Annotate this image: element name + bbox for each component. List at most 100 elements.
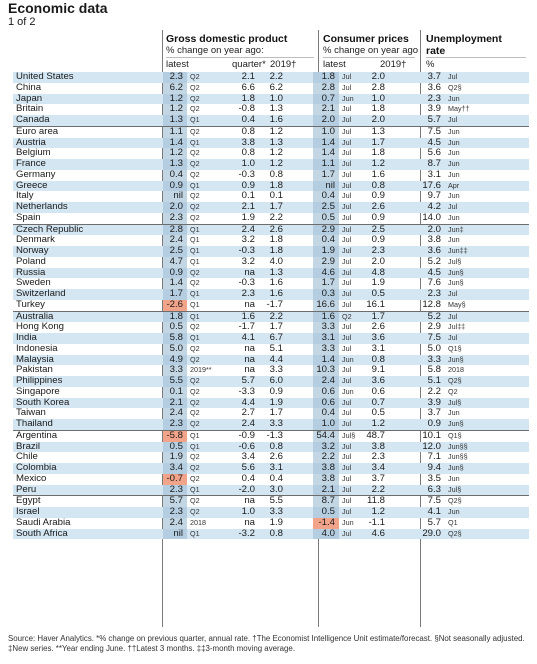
gdp-quarter: 2.1 bbox=[225, 72, 259, 83]
cpi-latest: 3.1 bbox=[313, 333, 339, 344]
cpi-forecast: 2.3 bbox=[365, 246, 389, 257]
country-name: Singapore bbox=[16, 386, 60, 397]
spacer bbox=[287, 354, 313, 366]
gdp-forecast: 1.7 bbox=[269, 322, 283, 333]
gdp-period: Q2 bbox=[190, 386, 200, 396]
cpi-period: Jul bbox=[339, 267, 365, 279]
gdp-quarter: 3.2 bbox=[241, 256, 255, 267]
spacer bbox=[389, 235, 415, 246]
unemployment-period: Jul§ bbox=[448, 256, 462, 266]
country-name: Hong Kong bbox=[16, 322, 65, 333]
unemployment-rate: 5.0 bbox=[427, 343, 441, 354]
unemployment-rate: 2.3 bbox=[415, 93, 445, 105]
cpi-period: Jul bbox=[342, 278, 352, 288]
cpi-forecast: 2.5 bbox=[365, 223, 389, 236]
spacer bbox=[287, 267, 313, 279]
unemployment-period: Jun§ bbox=[445, 419, 529, 431]
cpi-period: Jul bbox=[339, 397, 365, 409]
table-row: Sweden 1.4 Q2 -0.3 1.6 1.7 Jul 1.9 7.6 Jun§ bbox=[13, 278, 529, 289]
gdp-forecast: 1.6 bbox=[259, 289, 287, 300]
spacer bbox=[389, 223, 415, 236]
cpi-forecast: 0.5 bbox=[365, 289, 389, 300]
table-row: Denmark 2.4 Q1 3.2 1.8 0.4 Jul 0.9 3.8 Jun bbox=[13, 235, 529, 246]
unemployment-period: Q1 bbox=[448, 517, 458, 527]
unemployment-rate: 5.6 bbox=[427, 148, 441, 159]
gdp-quarter: -3.2 bbox=[225, 528, 259, 540]
gdp-forecast: 1.9 bbox=[269, 517, 283, 528]
gdp-quarter: na bbox=[244, 517, 255, 528]
cpi-forecast: 3.6 bbox=[365, 376, 389, 387]
gdp-forecast: 0.4 bbox=[269, 473, 283, 484]
gdp-quarter: -0.9 bbox=[225, 429, 259, 442]
spacer bbox=[287, 223, 313, 236]
gdp-forecast: 2.6 bbox=[259, 223, 287, 236]
gdp-period: Q2 bbox=[190, 148, 200, 158]
gdp-forecast: 3.1 bbox=[259, 463, 287, 474]
gdp-latest: 2.3 bbox=[163, 212, 187, 224]
spacer bbox=[389, 170, 415, 181]
gdp-period: Q2 bbox=[187, 159, 225, 170]
gdp-period: Q1 bbox=[187, 180, 225, 192]
country-name: Canada bbox=[13, 115, 163, 127]
table-row: Netherlands 2.0 Q2 2.1 1.7 2.5 Jul 2.6 4.2 Jul bbox=[13, 202, 529, 213]
gdp-forecast: 3.3 bbox=[269, 365, 283, 376]
gdp-period: Q2 bbox=[187, 397, 225, 409]
cpi-period: Jul bbox=[339, 137, 365, 149]
cpi-forecast: 0.7 bbox=[365, 397, 389, 409]
cpi-period: Jul bbox=[339, 484, 365, 496]
cpi-latest: 54.4 bbox=[313, 429, 339, 442]
gdp-forecast: 4.4 bbox=[259, 354, 287, 366]
gdp-latest: 1.4 bbox=[163, 137, 187, 149]
unemployment-rate: 3.9 bbox=[415, 397, 445, 409]
gdp-period: Q1 bbox=[190, 256, 200, 266]
gdp-forecast: 1.7 bbox=[259, 202, 287, 213]
unemployment-period: Jul bbox=[445, 72, 529, 83]
gdp-period: Q2 bbox=[187, 72, 225, 83]
unemployment-rate: 8.7 bbox=[415, 159, 445, 170]
cpi-period: Jul bbox=[342, 148, 352, 158]
unemployment-rate: 0.9 bbox=[415, 419, 445, 431]
gdp-period: Q1 bbox=[187, 115, 225, 127]
country-name: South Africa bbox=[13, 528, 163, 540]
gdp-period: Q2 bbox=[187, 463, 225, 474]
gdp-forecast: 0.8 bbox=[269, 169, 283, 180]
cpi-header: Consumer prices bbox=[323, 33, 409, 45]
unemployment-period: Jun bbox=[448, 408, 460, 418]
cpi-period: Jul bbox=[339, 507, 365, 518]
gdp-latest: 2.4 bbox=[163, 408, 187, 419]
table-row: Britain 1.2 Q2 -0.8 1.3 2.1 Jul 1.8 3.9 May†† bbox=[13, 104, 529, 115]
unemployment-rate: 3.6 bbox=[427, 82, 441, 93]
unemployment-header-rate: rate bbox=[426, 45, 446, 57]
gdp-latest: 2.0 bbox=[163, 202, 187, 213]
gdp-forecast: 1.8 bbox=[259, 246, 287, 257]
gdp-period: Q2 bbox=[187, 495, 225, 507]
spacer bbox=[389, 333, 415, 344]
unemployment-rate: 7.5 bbox=[415, 333, 445, 344]
gdp-period: Q2 bbox=[190, 452, 200, 462]
cpi-latest: 2.1 bbox=[313, 104, 339, 115]
gdp-quarter: 4.1 bbox=[225, 333, 259, 344]
unemployment-period: Apr bbox=[445, 180, 529, 192]
gdp-header: Gross domestic product bbox=[166, 33, 288, 45]
gdp-period: Q2 bbox=[190, 82, 200, 92]
spacer bbox=[287, 463, 313, 474]
gdp-latest: 0.5 bbox=[163, 441, 187, 453]
spacer bbox=[287, 518, 313, 529]
gdp-forecast: 1.3 bbox=[269, 104, 283, 115]
gdp-forecast: 2.6 bbox=[269, 452, 283, 463]
gdp-latest: 6.2 bbox=[163, 82, 187, 94]
table-row: Germany 0.4 Q2 -0.3 0.8 1.7 Jul 1.6 3.1 Jun bbox=[13, 169, 529, 181]
spacer bbox=[389, 191, 415, 202]
gdp-quarter: 2.4 bbox=[225, 223, 259, 236]
spacer bbox=[389, 387, 415, 398]
spacer bbox=[287, 419, 313, 431]
cpi-latest: 2.9 bbox=[313, 223, 339, 236]
gdp-quarter: 3.8 bbox=[225, 137, 259, 149]
spacer bbox=[389, 246, 415, 257]
table-row: Colombia 3.4 Q2 5.6 3.1 3.8 Jul 3.4 9.4 Jun§ bbox=[13, 463, 529, 474]
country-name: Egypt bbox=[13, 495, 163, 507]
country-name: Germany bbox=[16, 169, 56, 180]
spacer bbox=[389, 213, 415, 224]
gdp-quarter-header: quarter* bbox=[232, 59, 266, 70]
gdp-latest: 1.1 bbox=[163, 125, 187, 138]
